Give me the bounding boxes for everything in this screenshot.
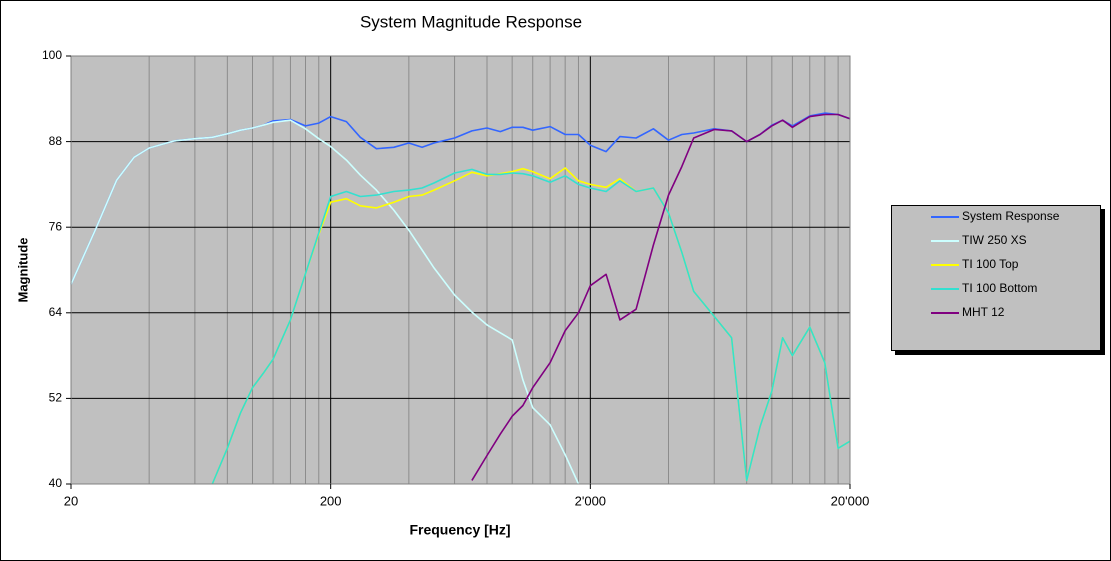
chart-title: System Magnitude Response	[360, 12, 582, 31]
y-tick-label: 88	[49, 134, 63, 148]
legend-entries: System Response TIW 250 XS TI 100 Top TI 10…	[931, 209, 1060, 319]
series-line	[471, 113, 851, 481]
legend-label: TI 100 Bottom	[962, 281, 1037, 295]
legend-label: MHT 12	[962, 305, 1005, 319]
x-tick-label: 200	[320, 493, 342, 508]
plot-area	[71, 56, 850, 484]
series-line	[70, 119, 580, 485]
y-tick-label: 76	[49, 219, 63, 233]
legend	[891, 205, 1101, 351]
y-tick-label: 100	[42, 48, 62, 62]
legend-label: TIW 250 XS	[962, 233, 1027, 247]
x-tick-label: 20	[64, 493, 78, 508]
y-tick-label: 64	[49, 305, 63, 319]
x-axis-label: Frequency [Hz]	[409, 522, 510, 538]
plot-border	[70, 55, 851, 485]
legend-label: System Response	[962, 209, 1060, 223]
x-tick-label: 2'000	[575, 493, 606, 508]
lines	[70, 112, 851, 485]
y-tick-label: 40	[49, 476, 63, 490]
legend-label: TI 100 Top	[962, 257, 1019, 271]
x-tick-label: 20'000	[831, 493, 870, 508]
series-line	[211, 168, 851, 485]
y-axis-label: Magnitude	[15, 238, 30, 303]
y-tick-label: 52	[49, 391, 63, 405]
